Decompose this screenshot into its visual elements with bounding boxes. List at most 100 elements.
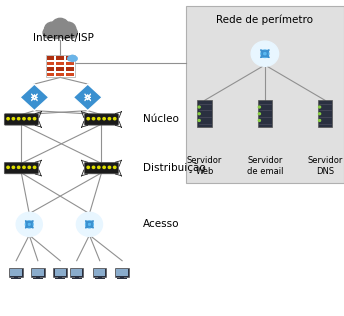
- Circle shape: [16, 212, 42, 236]
- Circle shape: [72, 56, 77, 61]
- Text: Distribuição: Distribuição: [143, 163, 205, 173]
- Bar: [56, 56, 64, 60]
- Bar: [10, 269, 22, 276]
- Circle shape: [251, 41, 279, 66]
- Circle shape: [86, 221, 93, 228]
- Circle shape: [76, 212, 103, 236]
- Circle shape: [60, 22, 76, 37]
- Circle shape: [98, 118, 100, 120]
- Circle shape: [28, 118, 31, 120]
- Bar: [36, 277, 40, 278]
- Circle shape: [23, 118, 25, 120]
- FancyBboxPatch shape: [4, 114, 39, 125]
- Circle shape: [12, 118, 14, 120]
- Circle shape: [103, 166, 105, 168]
- Circle shape: [92, 118, 95, 120]
- Circle shape: [18, 118, 20, 120]
- Bar: [117, 278, 127, 279]
- Bar: [68, 59, 77, 60]
- Circle shape: [198, 119, 200, 121]
- Circle shape: [87, 166, 89, 168]
- Bar: [66, 67, 74, 71]
- Bar: [56, 62, 64, 65]
- Bar: [318, 100, 332, 127]
- Bar: [32, 269, 43, 276]
- Bar: [58, 277, 62, 278]
- Text: Acesso: Acesso: [143, 219, 179, 229]
- Circle shape: [319, 119, 321, 121]
- Circle shape: [33, 118, 36, 120]
- Circle shape: [87, 118, 89, 120]
- FancyBboxPatch shape: [4, 162, 39, 174]
- Bar: [70, 268, 83, 277]
- Bar: [45, 32, 76, 35]
- Text: Servidor
de email: Servidor de email: [247, 156, 283, 176]
- Circle shape: [70, 55, 75, 60]
- Circle shape: [198, 106, 200, 108]
- Circle shape: [54, 27, 66, 37]
- Circle shape: [258, 106, 260, 108]
- Circle shape: [114, 118, 116, 120]
- Bar: [54, 269, 66, 276]
- Bar: [95, 278, 105, 279]
- Circle shape: [319, 106, 321, 108]
- Bar: [186, 6, 344, 183]
- Circle shape: [108, 118, 111, 120]
- Text: Servidor
DNS: Servidor DNS: [308, 156, 343, 176]
- Bar: [258, 100, 272, 127]
- Circle shape: [49, 27, 62, 39]
- Circle shape: [18, 166, 20, 168]
- Bar: [72, 278, 82, 279]
- Circle shape: [198, 113, 200, 115]
- Bar: [46, 73, 54, 76]
- Bar: [14, 277, 18, 278]
- Text: Núcleo: Núcleo: [143, 114, 179, 125]
- Bar: [71, 269, 83, 276]
- Circle shape: [33, 166, 36, 168]
- Bar: [94, 269, 105, 276]
- Circle shape: [98, 166, 100, 168]
- Bar: [116, 269, 128, 276]
- Circle shape: [43, 27, 55, 38]
- Circle shape: [92, 166, 95, 168]
- Circle shape: [258, 113, 260, 115]
- Bar: [75, 277, 79, 278]
- Circle shape: [23, 166, 25, 168]
- Circle shape: [71, 58, 75, 62]
- Text: Internet/ISP: Internet/ISP: [33, 33, 94, 43]
- Circle shape: [25, 221, 33, 228]
- Bar: [93, 268, 107, 277]
- Circle shape: [261, 50, 269, 58]
- FancyBboxPatch shape: [85, 162, 118, 174]
- Circle shape: [103, 118, 105, 120]
- Bar: [116, 268, 129, 277]
- Circle shape: [28, 166, 31, 168]
- Bar: [31, 268, 45, 277]
- Circle shape: [44, 22, 60, 37]
- Bar: [53, 268, 67, 277]
- Text: Servidor
Web: Servidor Web: [187, 156, 222, 176]
- Circle shape: [7, 166, 9, 168]
- Bar: [46, 67, 54, 71]
- Bar: [9, 268, 23, 277]
- Bar: [197, 100, 212, 127]
- Circle shape: [58, 27, 71, 39]
- Polygon shape: [20, 84, 49, 111]
- Bar: [46, 62, 54, 65]
- Bar: [66, 73, 74, 76]
- Bar: [55, 278, 65, 279]
- Bar: [98, 277, 102, 278]
- Circle shape: [319, 113, 321, 115]
- Circle shape: [66, 27, 77, 38]
- Circle shape: [114, 166, 116, 168]
- Bar: [56, 67, 64, 71]
- Bar: [11, 278, 21, 279]
- Bar: [66, 62, 74, 65]
- Bar: [120, 277, 124, 278]
- Circle shape: [68, 56, 73, 61]
- Bar: [66, 56, 74, 60]
- Bar: [56, 73, 64, 76]
- Bar: [33, 278, 43, 279]
- Bar: [45, 55, 75, 77]
- Circle shape: [258, 119, 260, 121]
